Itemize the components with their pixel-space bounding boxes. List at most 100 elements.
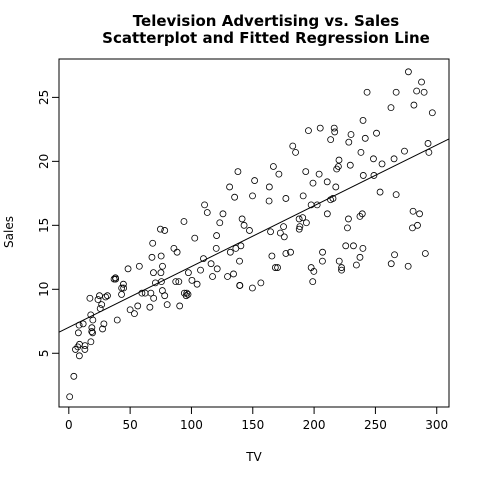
data-point [370, 155, 377, 163]
data-point [88, 324, 96, 332]
data-point [246, 227, 253, 234]
data-point [184, 269, 192, 277]
data-point [313, 201, 321, 209]
data-point [267, 228, 274, 236]
x-axis-label: TV [245, 450, 262, 464]
y-tick-label: 10 [37, 282, 51, 297]
data-point [226, 248, 234, 256]
data-point [287, 248, 294, 256]
data-point [72, 346, 79, 353]
data-point [428, 109, 436, 117]
data-point [161, 227, 169, 234]
data-point [305, 127, 312, 135]
data-point [387, 104, 395, 112]
data-point [292, 148, 299, 156]
data-point [157, 269, 165, 277]
plot-frame [58, 58, 450, 408]
x-tick-label: 300 [425, 418, 448, 432]
data-point [356, 212, 364, 220]
data-point [280, 233, 288, 241]
x-tick-label: 150 [241, 418, 264, 432]
data-point [213, 232, 220, 239]
data-point [338, 266, 345, 274]
data-point [175, 278, 183, 286]
data-point [102, 293, 110, 301]
data-point [74, 329, 82, 337]
data-point [280, 223, 287, 231]
data-point [390, 155, 398, 163]
data-point [172, 278, 180, 286]
data-point [276, 229, 284, 237]
data-point [265, 197, 273, 205]
data-point [66, 393, 74, 401]
data-point [370, 172, 378, 179]
data-point [138, 289, 146, 297]
data-point [335, 257, 343, 265]
data-point [182, 292, 190, 300]
data-point [329, 195, 337, 202]
data-point [295, 215, 303, 223]
data-point [295, 225, 303, 233]
data-point [231, 193, 239, 201]
data-point [213, 265, 221, 273]
data-point [87, 338, 95, 346]
data-point [282, 250, 290, 257]
data-point [310, 267, 318, 275]
x-tick-label: 0 [65, 418, 73, 432]
data-point [299, 192, 307, 200]
data-point [249, 284, 256, 292]
data-point [338, 264, 345, 271]
data-point [98, 301, 106, 309]
data-point [236, 257, 243, 265]
data-point [319, 257, 326, 265]
data-point [118, 284, 126, 292]
data-point [134, 302, 142, 310]
data-point [269, 163, 277, 170]
data-point [104, 292, 111, 300]
data-point [271, 264, 279, 271]
data-point [88, 328, 96, 335]
data-point [226, 183, 233, 191]
data-point [315, 170, 323, 178]
y-axis-label: Sales [2, 216, 16, 248]
data-point [344, 224, 351, 232]
data-point [157, 252, 165, 260]
data-point [191, 234, 199, 242]
data-point [163, 301, 171, 309]
data-point [391, 251, 398, 259]
data-point [414, 221, 421, 229]
data-point [230, 270, 237, 278]
data-point [158, 278, 165, 286]
x-tick-label: 100 [180, 418, 203, 432]
y-tick-label: 20 [37, 154, 51, 169]
data-point [81, 342, 89, 349]
data-point [323, 210, 331, 218]
data-point [373, 129, 380, 137]
data-point [392, 88, 400, 96]
data-point [237, 242, 245, 250]
data-points [66, 68, 436, 401]
y-tick-label: 25 [37, 90, 51, 105]
data-point [345, 215, 352, 223]
data-point [112, 275, 120, 283]
data-point [356, 253, 364, 261]
data-point [335, 156, 343, 164]
data-point [416, 210, 423, 218]
x-axis-ticks: 0 50 100 150 200 250 300 [65, 407, 448, 432]
data-point [409, 207, 417, 215]
data-point [236, 282, 244, 289]
data-point [418, 78, 425, 86]
data-point [346, 161, 354, 169]
data-point [251, 177, 259, 184]
data-point [150, 294, 158, 302]
data-point [161, 292, 169, 300]
data-point [363, 88, 371, 96]
data-point [327, 136, 335, 144]
data-point [410, 101, 418, 109]
data-point [296, 223, 304, 231]
data-point [309, 179, 317, 187]
data-point [131, 310, 138, 318]
data-point [209, 273, 216, 280]
data-point [94, 296, 102, 303]
data-point [289, 142, 297, 150]
